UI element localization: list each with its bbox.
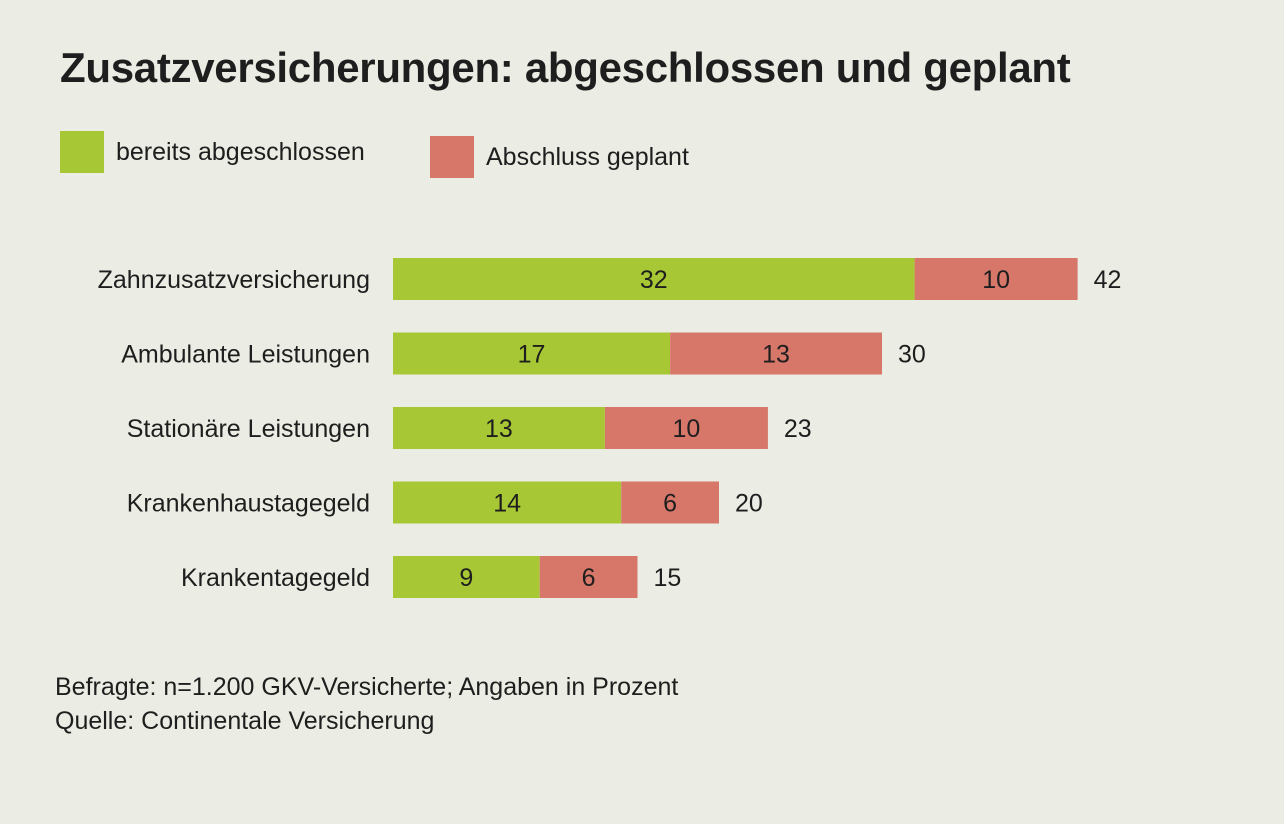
total-label-ambulante-leistungen: 30 [898,341,926,369]
legend-swatch-abgeschlossen [60,131,104,173]
bar-geplant-krankenhaustagegeld [621,481,719,524]
chart-title: Zusatzversicherungen: abgeschlossen und … [60,44,1071,91]
total-label-krankenhaustagegeld: 20 [735,490,763,518]
footer-source: Quelle: Continentale Versicherung [55,707,435,735]
bar-geplant-krankentagegeld [539,556,638,598]
chart-footer: Befragte: n=1.200 GKV-Versicherte; Angab… [55,670,678,738]
bar-geplant-station-re-leistungen [604,407,768,449]
bar-geplant-ambulante-leistungen [670,332,882,375]
data-label-abgeschlossen-zahnzusatzversicherung: 32 [640,266,668,294]
category-label-ambulante-leistungen: Ambulante Leistungen [121,341,370,369]
bar-geplant-zahnzusatzversicherung [914,258,1078,300]
footer-note: Befragte: n=1.200 GKV-Versicherte; Angab… [55,673,679,701]
bar-abgeschlossen-zahnzusatzversicherung [393,258,915,300]
category-label-krankenhaustagegeld: Krankenhaustagegeld [127,490,370,518]
data-label-geplant-krankenhaustagegeld: 6 [663,490,677,518]
total-label-krankentagegeld: 15 [654,564,682,592]
bar-abgeschlossen-krankentagegeld [393,556,540,598]
category-label-station-re-leistungen: Stationäre Leistungen [127,415,370,443]
legend-item-geplant: Abschluss geplant [430,136,689,178]
legend-label-geplant: Abschluss geplant [486,142,689,171]
total-label-zahnzusatzversicherung: 42 [1094,266,1122,294]
bar-abgeschlossen-ambulante-leistungen [393,332,671,375]
data-label-geplant-krankentagegeld: 6 [582,564,596,592]
data-label-abgeschlossen-ambulante-leistungen: 17 [518,341,546,369]
data-label-abgeschlossen-krankentagegeld: 9 [459,564,473,592]
data-label-geplant-zahnzusatzversicherung: 10 [982,266,1010,294]
category-label-krankentagegeld: Krankentagegeld [181,564,370,592]
data-label-abgeschlossen-station-re-leistungen: 13 [485,415,513,443]
category-label-zahnzusatzversicherung: Zahnzusatzversicherung [98,266,370,294]
bar-abgeschlossen-station-re-leistungen [393,407,605,449]
legend-label-abgeschlossen: bereits abgeschlossen [116,137,365,166]
bar-abgeschlossen-krankenhaustagegeld [393,481,622,524]
data-label-geplant-station-re-leistungen: 10 [672,415,700,443]
bar-chart: Zahnzusatzversicherung 32 10 42 Ambulante Le… [98,258,1122,598]
legend-swatch-geplant [430,136,474,178]
data-label-abgeschlossen-krankenhaustagegeld: 14 [493,490,521,518]
legend-item-abgeschlossen: bereits abgeschlossen [60,131,365,173]
total-label-station-re-leistungen: 23 [784,415,812,443]
data-label-geplant-ambulante-leistungen: 13 [762,341,790,369]
